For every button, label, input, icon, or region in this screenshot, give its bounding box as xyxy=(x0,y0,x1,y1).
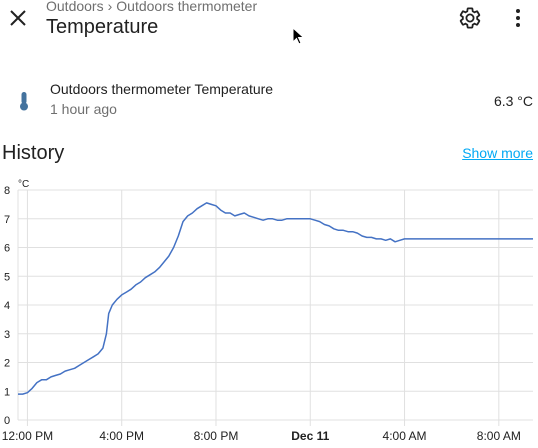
close-icon xyxy=(10,10,26,26)
settings-button[interactable] xyxy=(458,6,482,30)
y-tick-label: 7 xyxy=(4,214,10,226)
y-tick-label: 8 xyxy=(4,185,10,197)
x-tick-label: 4:00 AM xyxy=(383,429,427,443)
x-tick-label: 8:00 PM xyxy=(194,429,239,443)
y-tick-label: 0 xyxy=(4,415,10,427)
history-title: History xyxy=(2,142,65,164)
breadcrumb-item-device[interactable]: Outdoors thermometer xyxy=(116,0,258,14)
y-tick-label: 6 xyxy=(4,243,10,255)
breadcrumb: Outdoors › Outdoors thermometer xyxy=(46,0,257,14)
close-button[interactable] xyxy=(6,6,30,30)
entity-name: Outdoors thermometer Temperature xyxy=(50,81,274,97)
history-chart[interactable]: 0 1 2 3 4 5 6 7 8 °C 12:00 PM 4:00 PM 8:00 PM Dec 11 4… xyxy=(0,170,538,448)
breadcrumb-item-area[interactable]: Outdoors xyxy=(46,0,104,14)
page-title: Temperature xyxy=(46,16,159,38)
entity-state: 6.3 °C xyxy=(493,93,533,109)
y-tick-label: 2 xyxy=(4,358,10,370)
gear-icon xyxy=(459,7,481,29)
show-more-link[interactable]: Show more xyxy=(462,145,533,161)
y-tick-label: 5 xyxy=(4,271,10,283)
x-tick-label: 4:00 PM xyxy=(99,429,144,443)
more-options-button[interactable] xyxy=(506,6,530,30)
mouse-cursor-icon xyxy=(292,27,305,45)
breadcrumb-separator: › xyxy=(107,0,113,14)
dots-vertical-icon xyxy=(516,9,520,27)
y-unit-label: °C xyxy=(18,179,29,190)
y-tick-label: 4 xyxy=(4,300,10,312)
thermometer-icon xyxy=(12,89,36,113)
x-tick-label: 8:00 AM xyxy=(477,429,521,443)
y-tick-label: 1 xyxy=(4,386,10,398)
y-tick-label: 3 xyxy=(4,329,10,341)
entity-last-changed: 1 hour ago xyxy=(50,101,117,117)
temperature-series-line xyxy=(18,202,533,395)
x-tick-label: 12:00 PM xyxy=(2,429,53,443)
x-tick-label: Dec 11 xyxy=(291,429,329,443)
